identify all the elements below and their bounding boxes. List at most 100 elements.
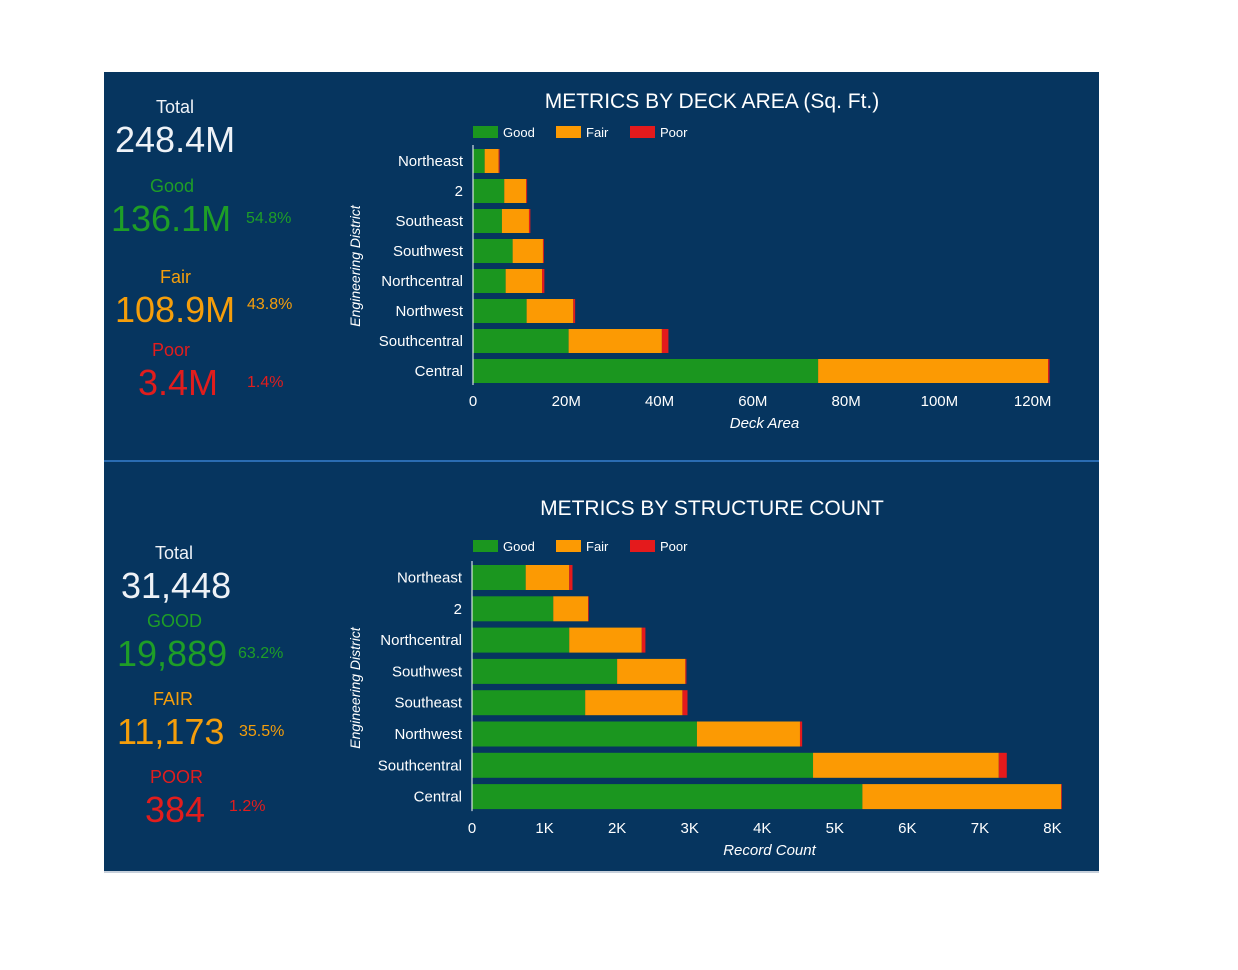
category-label: Northcentral <box>380 632 462 649</box>
bar-poor <box>998 752 1007 778</box>
legend-label-fair: Fair <box>586 539 609 554</box>
x-axis-label: Record Count <box>723 842 816 859</box>
x-tick-label: 120M <box>1014 393 1052 410</box>
category-label: Northwest <box>394 726 462 743</box>
bar-good <box>473 359 819 383</box>
deck-poor-pct: 1.4% <box>247 374 284 391</box>
count-poor-pct: 1.2% <box>229 798 266 815</box>
section-divider <box>104 460 1099 462</box>
bar-fair <box>617 658 686 684</box>
category-label: Southeast <box>394 695 462 712</box>
bar-poor <box>542 239 544 263</box>
category-label: Northeast <box>397 570 463 587</box>
category-label: Southeast <box>395 213 463 230</box>
count-poor-value: 384 <box>145 789 206 830</box>
x-tick-label: 60M <box>738 393 767 410</box>
category-label: Southcentral <box>378 757 462 774</box>
legend-swatch-fair <box>556 540 581 552</box>
bar-good <box>472 565 526 590</box>
bottom-rule <box>104 871 1099 873</box>
bar-good <box>472 658 618 684</box>
deck-fair-pct: 43.8% <box>247 296 293 313</box>
bar-fair <box>484 149 499 173</box>
x-tick-label: 6K <box>898 820 916 837</box>
count-fair-pct: 35.5% <box>239 723 285 740</box>
category-label: Central <box>415 363 463 380</box>
deck-good-pct: 54.8% <box>246 210 292 227</box>
bar-fair <box>818 359 1049 383</box>
deck-fair-label: Fair <box>160 267 191 287</box>
bar-poor <box>526 179 528 203</box>
bar-fair <box>696 721 800 747</box>
x-tick-label: 100M <box>921 393 959 410</box>
bar-poor <box>641 627 646 653</box>
deck-good-value: 136.1M <box>111 198 232 239</box>
category-label: Northeast <box>398 153 464 170</box>
bar-poor <box>588 596 589 622</box>
x-tick-label: 40M <box>645 393 674 410</box>
legend-swatch-poor <box>630 540 655 552</box>
bar-good <box>473 269 506 293</box>
bar-poor <box>1061 784 1062 810</box>
count-good-label: GOOD <box>147 611 203 631</box>
bar-poor <box>528 209 531 233</box>
x-tick-label: 2K <box>608 820 626 837</box>
chart-title: METRICS BY DECK AREA (Sq. Ft.) <box>545 90 880 113</box>
bar-poor <box>498 149 500 173</box>
deck-poor-value: 3.4M <box>138 362 219 403</box>
legend-swatch-good <box>473 540 498 552</box>
y-axis-label: Engineering District <box>347 204 363 326</box>
x-tick-label: 1K <box>535 820 553 837</box>
bar-poor <box>661 329 669 353</box>
bar-poor <box>1048 359 1050 383</box>
category-label: Central <box>414 789 462 806</box>
x-tick-label: 5K <box>826 820 844 837</box>
bar-fair <box>813 752 999 778</box>
count-total-label: Total <box>155 543 194 563</box>
bar-fair <box>862 784 1062 810</box>
category-label: 2 <box>454 601 462 618</box>
legend-label-poor: Poor <box>660 539 688 554</box>
deck-poor-label: Poor <box>152 340 191 360</box>
chart-title: METRICS BY STRUCTURE COUNT <box>540 497 884 520</box>
bar-fair <box>526 299 574 323</box>
bar-good <box>473 179 505 203</box>
category-label: Southwest <box>393 243 464 260</box>
legend-label-fair: Fair <box>586 125 609 140</box>
bar-good <box>473 329 569 353</box>
legend-swatch-fair <box>556 126 581 138</box>
bar-fair <box>568 329 662 353</box>
bar-fair <box>569 627 642 653</box>
x-tick-label: 4K <box>753 820 771 837</box>
bar-fair <box>525 565 570 590</box>
bar-good <box>472 690 586 716</box>
deck-total-label: Total <box>156 97 195 117</box>
count-good-pct: 63.2% <box>238 645 284 662</box>
bar-good <box>472 752 814 778</box>
legend-label-poor: Poor <box>660 125 688 140</box>
deck-total-value: 248.4M <box>115 119 236 160</box>
bar-good <box>472 596 554 622</box>
deck-area-chart: METRICS BY DECK AREA (Sq. Ft.) Good Fair Po… <box>347 90 1052 432</box>
bar-poor <box>569 565 573 590</box>
bar-fair <box>501 209 529 233</box>
bar-good <box>473 299 527 323</box>
bar-good <box>473 239 513 263</box>
x-tick-label: 8K <box>1043 820 1061 837</box>
count-total-value: 31,448 <box>121 565 232 606</box>
legend-label-good: Good <box>503 539 535 554</box>
bar-good <box>472 784 863 810</box>
y-axis-label: Engineering District <box>347 626 363 748</box>
category-label: Northcentral <box>381 273 463 290</box>
bar-fair <box>505 269 543 293</box>
deck-fair-value: 108.9M <box>115 289 236 330</box>
x-axis-label: Deck Area <box>730 415 799 432</box>
bar-poor <box>573 299 576 323</box>
bar-fair <box>512 239 543 263</box>
count-good-value: 19,889 <box>117 633 228 674</box>
count-poor-label: POOR <box>150 767 204 787</box>
deck-good-label: Good <box>150 176 195 196</box>
bar-good <box>473 149 485 173</box>
x-tick-label: 80M <box>832 393 861 410</box>
count-fair-value: 11,173 <box>117 711 225 752</box>
